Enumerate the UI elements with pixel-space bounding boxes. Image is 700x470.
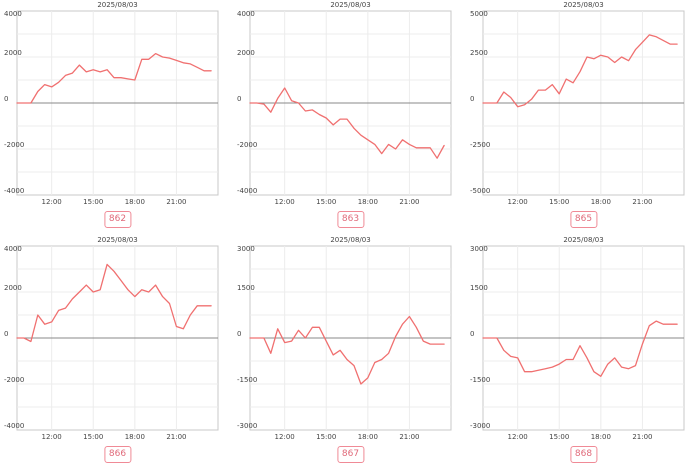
y-tick-label: -2000 bbox=[4, 141, 24, 149]
x-tick-label: 15:00 bbox=[83, 433, 103, 441]
y-tick-label: -4000 bbox=[237, 187, 257, 195]
series-line bbox=[16, 263, 212, 343]
x-tick-label: 12:00 bbox=[42, 198, 62, 206]
chart-id-badge[interactable]: 866 bbox=[103, 446, 132, 463]
y-tick-label: 4000 bbox=[4, 10, 22, 18]
y-tick-label: 1500 bbox=[237, 284, 255, 292]
x-tick-label: 12:00 bbox=[275, 433, 295, 441]
y-tick-label: 2500 bbox=[470, 49, 488, 57]
chart-svg: 2025/08/03 3000 1500 0 -1500 -3000 12:00 15:00 1… bbox=[237, 236, 452, 441]
series-line bbox=[16, 52, 212, 104]
series-line bbox=[482, 320, 678, 377]
series-line bbox=[249, 87, 445, 159]
x-tick-label: 18:00 bbox=[358, 198, 378, 206]
y-tick-label: 4000 bbox=[4, 245, 22, 253]
chart-svg: 2025/08/03 3000 1500 0 -1500 -3000 12:00 15:00 1… bbox=[470, 236, 685, 441]
x-tick-label: 18:00 bbox=[591, 433, 611, 441]
y-tick-label: -4000 bbox=[4, 422, 24, 430]
chart-id-badge[interactable]: 862 bbox=[103, 211, 132, 228]
y-tick-label: -1500 bbox=[237, 376, 257, 384]
y-tick-label: 0 bbox=[237, 95, 241, 103]
x-tick-label: 18:00 bbox=[125, 433, 145, 441]
x-tick-label: 21:00 bbox=[399, 433, 419, 441]
chart-panel-863: 2025/08/03 4000 2000 0 -2000 -4000 12:00 15:00 1… bbox=[233, 0, 466, 235]
chart-title: 2025/08/03 bbox=[563, 236, 603, 244]
x-tick-label: 21:00 bbox=[632, 433, 652, 441]
chart-id-badge[interactable]: 867 bbox=[336, 446, 365, 463]
x-tick-label: 21:00 bbox=[632, 198, 652, 206]
x-tick-label: 18:00 bbox=[591, 198, 611, 206]
chart-id-badge[interactable]: 865 bbox=[569, 211, 598, 228]
chart-panel-866: 2025/08/03 4000 2000 0 -2000 -4000 12:00 15:00 1… bbox=[0, 235, 233, 470]
chart-title: 2025/08/03 bbox=[330, 236, 370, 244]
chart-svg: 2025/08/03 4000 2000 0 -2000 -4000 12:00 15:00 1… bbox=[4, 1, 219, 206]
y-tick-label: 0 bbox=[4, 95, 8, 103]
y-tick-label: 1500 bbox=[470, 284, 488, 292]
x-tick-label: 18:00 bbox=[358, 433, 378, 441]
y-tick-label: -2000 bbox=[237, 141, 257, 149]
y-tick-label: 3000 bbox=[470, 245, 488, 253]
x-tick-label: 15:00 bbox=[316, 198, 336, 206]
chart-panel-865: 2025/08/03 5000 2500 0 -2500 -5000 12:00 15:00 1… bbox=[466, 0, 699, 235]
chart-title: 2025/08/03 bbox=[330, 1, 370, 9]
x-tick-label: 12:00 bbox=[508, 198, 528, 206]
y-tick-label: 5000 bbox=[470, 10, 488, 18]
y-tick-label: -2500 bbox=[470, 141, 490, 149]
x-tick-label: 12:00 bbox=[508, 433, 528, 441]
y-tick-label: -5000 bbox=[470, 187, 490, 195]
y-tick-label: 0 bbox=[237, 330, 241, 338]
x-tick-label: 21:00 bbox=[166, 433, 186, 441]
series-line bbox=[249, 315, 445, 385]
y-tick-label: -3000 bbox=[237, 422, 257, 430]
chart-id-badge[interactable]: 868 bbox=[569, 446, 598, 463]
x-tick-label: 18:00 bbox=[125, 198, 145, 206]
series-line bbox=[482, 34, 678, 108]
x-tick-label: 15:00 bbox=[549, 433, 569, 441]
chart-panel-862: 2025/08/03 4000 2000 0 -2000 -4000 12:00 15:00 1… bbox=[0, 0, 233, 235]
x-tick-label: 12:00 bbox=[42, 433, 62, 441]
x-tick-label: 21:00 bbox=[166, 198, 186, 206]
chart-id-badge[interactable]: 863 bbox=[336, 211, 365, 228]
x-tick-label: 15:00 bbox=[316, 433, 336, 441]
chart-panel-867: 2025/08/03 3000 1500 0 -1500 -3000 12:00 15:00 1… bbox=[233, 235, 466, 470]
y-tick-label: 0 bbox=[470, 95, 474, 103]
chart-svg: 2025/08/03 4000 2000 0 -2000 -4000 12:00 15:00 1… bbox=[237, 1, 452, 206]
chart-svg: 2025/08/03 5000 2500 0 -2500 -5000 12:00 15:00 1… bbox=[470, 1, 685, 206]
y-tick-label: 3000 bbox=[237, 245, 255, 253]
chart-title: 2025/08/03 bbox=[97, 1, 137, 9]
chart-title: 2025/08/03 bbox=[563, 1, 603, 9]
chart-panel-868: 2025/08/03 3000 1500 0 -1500 -3000 12:00 15:00 1… bbox=[466, 235, 699, 470]
chart-svg: 2025/08/03 4000 2000 0 -2000 -4000 12:00 15:00 1… bbox=[4, 236, 219, 441]
y-tick-label: 4000 bbox=[237, 10, 255, 18]
x-tick-label: 12:00 bbox=[275, 198, 295, 206]
chart-title: 2025/08/03 bbox=[97, 236, 137, 244]
y-tick-label: -3000 bbox=[470, 422, 490, 430]
y-tick-label: 2000 bbox=[4, 49, 22, 57]
x-tick-label: 21:00 bbox=[399, 198, 419, 206]
y-tick-label: 2000 bbox=[4, 284, 22, 292]
y-tick-label: 0 bbox=[4, 330, 8, 338]
y-tick-label: -4000 bbox=[4, 187, 24, 195]
y-tick-label: 2000 bbox=[237, 49, 255, 57]
y-tick-label: -2000 bbox=[4, 376, 24, 384]
x-tick-label: 15:00 bbox=[83, 198, 103, 206]
y-tick-label: 0 bbox=[470, 330, 474, 338]
y-tick-label: -1500 bbox=[470, 376, 490, 384]
x-tick-label: 15:00 bbox=[549, 198, 569, 206]
